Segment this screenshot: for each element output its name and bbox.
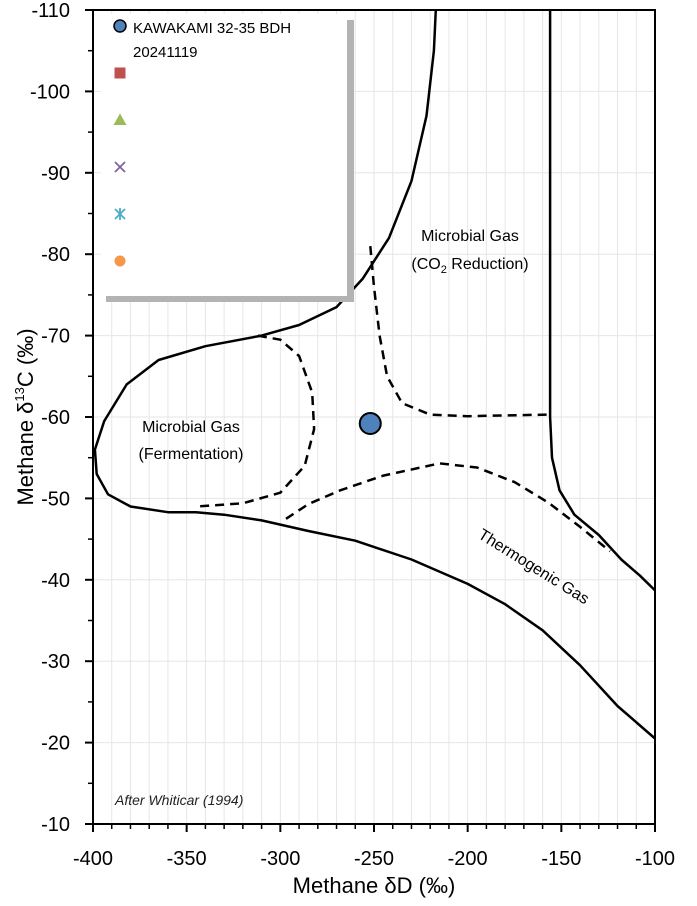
fermentation-boundary [93,9,656,740]
y-tick-label: -70 [41,326,70,348]
y-tick-label: -40 [41,570,70,592]
y-axis-title: Methane δ13C (‰) [12,328,38,505]
region-label-thermogenic: Thermogenic Gas [475,526,592,608]
x-axis-title: Methane δD (‰) [293,873,456,898]
plot-area-frame [92,9,656,825]
legend-marker-triangle [113,113,127,125]
x-tick-label: -150 [541,848,581,870]
x-tick-label: -200 [448,848,488,870]
credit-note: After Whiticar (1994) [114,792,243,808]
y-tick-label: -30 [41,651,70,673]
x-tick-label: -400 [73,848,113,870]
legend-box [101,14,347,296]
region-label-co2-line2: (CO2 Reduction) [411,256,528,276]
legend-marker-square [114,67,126,79]
y-tick-label: -110 [31,0,70,22]
region-label-fermentation-line2: (Fermentation) [139,446,244,463]
y-tick-labels: -10 -20 -30 -40 -50 -60 -70 -80 -90 -100 -110 [30,0,70,836]
legend-marker-x [114,161,126,173]
y-tick-label: -100 [30,81,70,103]
thermogenic-dashed-boundary [285,462,611,553]
legend-markers [113,19,127,267]
y-tick-label: -60 [41,407,70,429]
y-tick-label: -10 [41,814,70,836]
region-label-fermentation-line1: Microbial Gas [142,419,240,436]
legend-label-1-line1: KAWAKAMI 32-35 BDH [133,20,291,37]
legend-marker-circle [114,255,126,267]
y-tick-label: -50 [41,488,70,510]
legend-marker-circle [113,19,127,33]
y-tick-label: -90 [41,163,70,185]
fermentation-dashed-boundary [195,334,316,508]
legend-marker-star [114,208,126,220]
field-boundaries [93,9,656,740]
region-label-co2-line1: Microbial Gas [421,228,519,245]
x-tick-label: -350 [167,848,207,870]
data-points [358,412,382,436]
x-tick-label: -250 [354,848,394,870]
data-point [358,412,382,436]
legend-label-1-line2: 20241119 [133,44,198,61]
co2-reduction-boundary [548,10,656,592]
x-tick-label: -300 [260,848,300,870]
x-tick-label: -100 [635,848,675,870]
legend: KAWAKAMI 32-35 BDH 20241119 [101,14,354,302]
x-tick-labels: -400 -350 -300 -250 -200 -150 -100 [73,848,675,870]
y-tick-label: -20 [41,733,70,755]
y-tick-label: -80 [41,244,70,266]
